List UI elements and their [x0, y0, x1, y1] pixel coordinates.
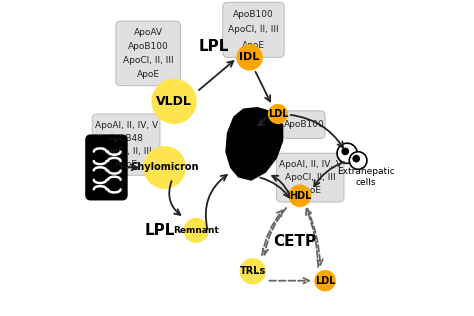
Text: ApoE: ApoE: [137, 70, 160, 79]
FancyBboxPatch shape: [116, 21, 181, 86]
Circle shape: [342, 148, 348, 155]
Text: Extrahepatic
cells: Extrahepatic cells: [337, 167, 395, 186]
Circle shape: [289, 185, 311, 207]
Text: Remnant: Remnant: [173, 226, 219, 235]
Circle shape: [314, 270, 336, 291]
Text: LPL: LPL: [145, 223, 175, 238]
Text: ApoB100: ApoB100: [283, 120, 324, 129]
Text: ApoE: ApoE: [115, 160, 137, 169]
Text: IDL: IDL: [239, 52, 260, 62]
Circle shape: [239, 258, 266, 284]
Text: LDLR: LDLR: [234, 130, 263, 139]
Text: LPL: LPL: [198, 39, 228, 54]
Text: ApoE: ApoE: [242, 40, 265, 50]
Text: LDL: LDL: [315, 276, 335, 286]
Text: HDL: HDL: [289, 191, 311, 201]
Text: ApoB100: ApoB100: [233, 10, 274, 19]
Text: ApoCl, II, III: ApoCl, II, III: [101, 147, 151, 155]
Text: ApoAV: ApoAV: [134, 28, 163, 37]
Circle shape: [349, 152, 367, 169]
Circle shape: [268, 104, 288, 124]
Text: Chylomicron: Chylomicron: [130, 162, 199, 173]
Text: VLDL: VLDL: [156, 95, 192, 108]
Text: ApoAl, II, IV, V: ApoAl, II, IV, V: [94, 121, 158, 130]
Text: ApoB100: ApoB100: [128, 42, 168, 51]
FancyBboxPatch shape: [283, 111, 325, 138]
Circle shape: [353, 155, 359, 162]
Text: ApoE: ApoE: [299, 186, 322, 195]
Circle shape: [237, 44, 263, 70]
FancyBboxPatch shape: [223, 2, 284, 57]
Circle shape: [337, 143, 357, 163]
Text: ApoCl, II, III: ApoCl, II, III: [285, 173, 336, 182]
FancyBboxPatch shape: [92, 114, 160, 175]
Text: ApoCl, II, III: ApoCl, II, III: [228, 25, 279, 34]
FancyBboxPatch shape: [276, 153, 344, 202]
FancyBboxPatch shape: [87, 136, 126, 199]
Text: LDL: LDL: [268, 109, 288, 119]
Circle shape: [151, 79, 197, 124]
Text: TRLs: TRLs: [239, 266, 266, 276]
Polygon shape: [226, 108, 283, 180]
Text: ApoB48: ApoB48: [109, 134, 144, 143]
Circle shape: [183, 218, 209, 243]
Text: CETP: CETP: [273, 234, 317, 249]
Circle shape: [143, 146, 186, 189]
Text: ApoAl, II, IV, V: ApoAl, II, IV, V: [279, 160, 342, 169]
Text: ApoCl, II, III: ApoCl, II, III: [123, 56, 173, 65]
